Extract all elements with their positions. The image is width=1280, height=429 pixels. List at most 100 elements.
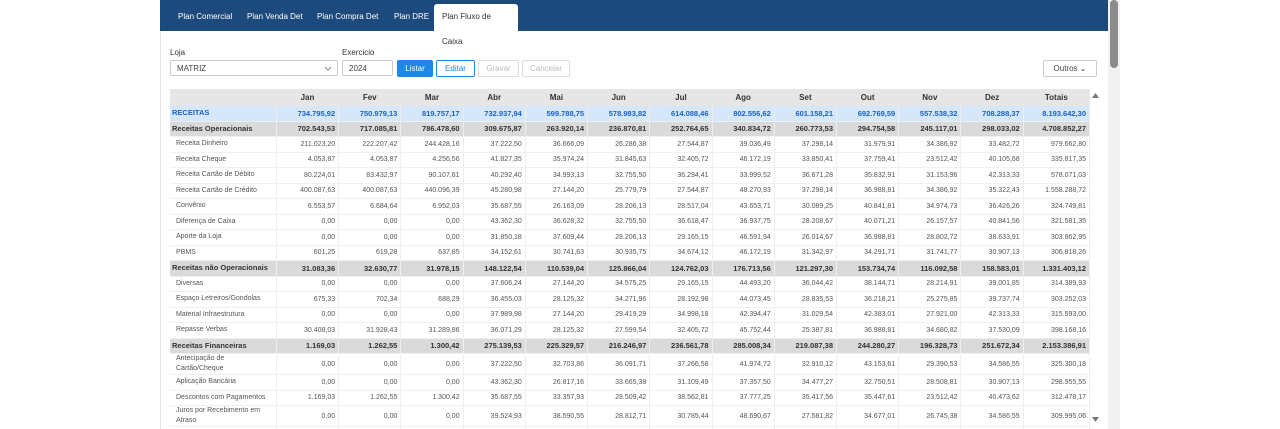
cell: 717.085,81 — [338, 121, 402, 137]
cell: 121.297,30 — [774, 260, 838, 277]
cell: 26.163,09 — [525, 198, 589, 215]
button[interactable]: Outros ⌄ — [1043, 60, 1097, 77]
cell: 26.286,38 — [587, 136, 651, 153]
cell: 1.331.403,12 — [1023, 260, 1091, 277]
cell: 211.023,20 — [276, 136, 340, 153]
cell: 37.989,98 — [463, 307, 526, 323]
cell: 44.073,45 — [712, 291, 775, 308]
cell: 0,00 — [338, 229, 402, 246]
cell: 802.556,62 — [712, 106, 775, 122]
cell: 42.313,33 — [960, 167, 1024, 184]
header-cell: Set — [774, 89, 837, 106]
cell — [463, 426, 526, 429]
cell: 1.300,42 — [400, 338, 464, 354]
select[interactable]: MATRIZ — [170, 60, 338, 76]
cell: 34.680,82 — [898, 322, 962, 339]
cell: 260.773,53 — [774, 121, 838, 137]
cell: 0,00 — [400, 307, 464, 323]
row: Aporte da Loja 0,00 0,00 0,00 31.850,18 37.60… — [170, 229, 1091, 246]
row: Diferença de Caixa 0,00 0,00 0,00 43.362,30 3… — [170, 214, 1091, 230]
cell: 37.777,25 — [712, 390, 775, 406]
tab[interactable]: Plan DRE — [394, 12, 430, 21]
cell: 31.979,91 — [836, 136, 900, 153]
cell: 28.125,32 — [525, 322, 589, 339]
cell: 23.512,42 — [898, 152, 962, 168]
header-cell: Ago — [712, 89, 775, 106]
cell: 30.408,03 — [276, 322, 340, 339]
cell: 40.105,68 — [960, 152, 1024, 168]
cell: 35.832,91 — [836, 167, 900, 184]
tab[interactable]: Plan Compra Det — [317, 12, 379, 21]
cell: 28.802,72 — [898, 229, 962, 246]
tab[interactable]: Plan Venda Det — [247, 12, 303, 21]
chevron — [324, 66, 332, 71]
cell: 599.788,75 — [525, 106, 589, 122]
cell: 37.759,41 — [836, 152, 900, 168]
button[interactable]: Cancelar — [522, 60, 570, 77]
cell: 25.275,85 — [898, 291, 962, 308]
row: Receita Cartão de Crédito 400.087,63 400.0… — [170, 183, 1091, 199]
cell: 1.300,42 — [400, 390, 464, 406]
row-label: Diversas — [170, 276, 277, 292]
cell: 306.818,26 — [1023, 245, 1091, 261]
cell: 90.107,61 — [400, 167, 464, 184]
cell: 244.428,16 — [400, 136, 464, 153]
tab[interactable]: Plan Comercial — [178, 12, 233, 21]
row-label: Material Infraestrutura — [170, 307, 277, 323]
cell: 34.575,25 — [587, 276, 651, 292]
cell: 557.538,32 — [898, 106, 962, 122]
cell: 692.769,59 — [836, 106, 900, 122]
cell: 40.473,62 — [960, 390, 1024, 406]
cell: 675,33 — [276, 291, 340, 308]
cell: 26.014,67 — [774, 229, 838, 246]
row: Receita Cartão de Débito 80.224,01 83.432,… — [170, 167, 1091, 184]
cell: 26.817,16 — [525, 374, 589, 391]
cell: 30.089,25 — [774, 198, 838, 215]
cell: 34.386,92 — [898, 183, 962, 199]
cell: 0,00 — [338, 214, 402, 230]
cell: 29.165,15 — [649, 229, 713, 246]
cell: 786.478,60 — [400, 121, 464, 137]
cell: 32.630,77 — [338, 260, 402, 277]
cell: 244.280,27 — [836, 338, 900, 354]
cell: 34.974,73 — [898, 198, 962, 215]
cell: 251.672,34 — [960, 338, 1024, 354]
cell: 27.581,82 — [774, 405, 838, 427]
table-wrap: Jan Fev Mar Abr Mai Jun Jul Ago Set Out Nov Dez Tota… — [170, 89, 1091, 429]
button[interactable]: Listar — [397, 60, 433, 77]
row: RECEITAS 734.795,92 750.979,13 819.757,17 73… — [170, 106, 1091, 122]
header-cell: Dez — [960, 89, 1024, 106]
cell: 245.117,01 — [898, 121, 962, 137]
cell: 25.779,79 — [587, 183, 651, 199]
cell: 42.394,47 — [712, 307, 775, 323]
row-label: Repasse Verbas — [170, 322, 277, 339]
cell: 37.222,50 — [463, 353, 526, 375]
cell: 263.920,14 — [525, 121, 589, 137]
tab-active[interactable]: Plan Fluxo de Caixa — [434, 4, 518, 46]
cell: 335.817,35 — [1023, 152, 1091, 168]
cell: 26.745,38 — [898, 405, 962, 427]
cell: 27.144,20 — [525, 183, 589, 199]
header-cell: Mar — [400, 89, 464, 106]
row-label: Juros por Recebimento em Atraso — [170, 405, 277, 427]
button[interactable]: Editar — [436, 60, 475, 77]
cell: 601.158,21 — [774, 106, 838, 122]
cell: 275.139,53 — [463, 338, 526, 354]
cell: 37.609,44 — [525, 229, 589, 246]
cell: 236.870,81 — [587, 121, 651, 137]
cell: 35.417,56 — [774, 390, 838, 406]
row: Aplicação Bancária 0,00 0,00 0,00 43.362,30 2… — [170, 374, 1091, 391]
input[interactable]: 2024 — [342, 60, 393, 76]
cell: 29.419,29 — [587, 307, 651, 323]
cell: 27.544,87 — [649, 183, 713, 199]
cell: 325.300,18 — [1023, 353, 1091, 375]
cell: 4.708.852,27 — [1023, 121, 1091, 137]
cell: 398.168,16 — [1023, 322, 1091, 339]
cell: 125.866,04 — [587, 260, 651, 277]
cell: 33.665,38 — [587, 374, 651, 391]
cell: 578.071,03 — [1023, 167, 1091, 184]
button[interactable]: Gravar — [478, 60, 519, 77]
cell: 0,00 — [400, 229, 464, 246]
cell: 33.482,72 — [960, 136, 1024, 153]
